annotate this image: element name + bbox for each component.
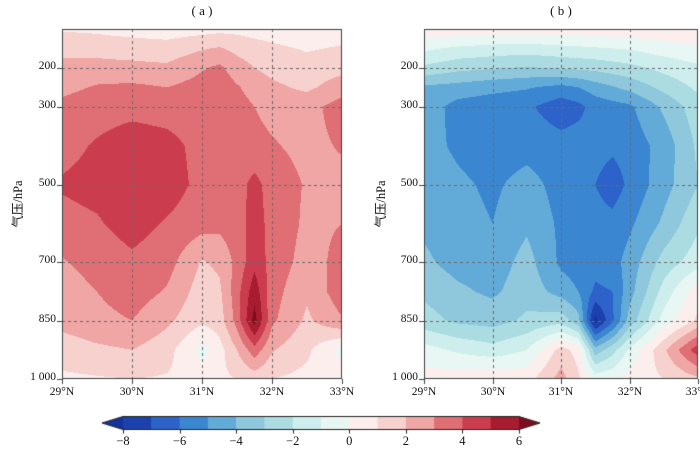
colorbar: [101, 412, 545, 434]
x-tick-label: 30°N: [119, 386, 145, 398]
x-tick-label: 33°N: [329, 386, 355, 398]
y-tick-label: 1 000: [30, 371, 56, 383]
y-tick-label: 700: [400, 254, 418, 266]
x-tick-label: 31°N: [189, 386, 215, 398]
y-tick-label: 500: [400, 177, 418, 189]
y-tick-label: 300: [38, 99, 56, 111]
colorbar-tick-label: −4: [229, 434, 243, 448]
pressure-axis-label-a: 气压/hPa: [11, 180, 25, 228]
y-tick-label: 300: [400, 99, 418, 111]
x-tick-label: 32°N: [617, 386, 643, 398]
panel-a-title: ( a ): [191, 3, 213, 18]
y-tick-label: 850: [400, 313, 418, 325]
y-tick-label: 850: [38, 313, 56, 325]
colorbar-tick-label: −2: [286, 434, 300, 448]
contour-plot-a: [54, 25, 344, 389]
colorbar-tick-label: 6: [515, 434, 523, 448]
x-tick-label: 32°N: [259, 386, 285, 398]
pressure-axis-label-b: 气压/hPa: [374, 180, 388, 228]
y-tick-label: 200: [38, 60, 56, 72]
y-tick-label: 200: [400, 60, 418, 72]
contour-plot-b: [416, 25, 700, 389]
x-tick-label: 31°N: [548, 386, 574, 398]
x-tick-label: 29°N: [411, 386, 437, 398]
panel-b-title: ( b ): [550, 3, 572, 18]
y-tick-label: 1 000: [392, 371, 418, 383]
colorbar-tick-label: −6: [172, 434, 187, 448]
x-tick-label: 33°N: [685, 386, 700, 398]
colorbar-tick-label: −8: [116, 434, 130, 448]
colorbar-tick-label: 0: [346, 434, 353, 448]
y-tick-label: 500: [38, 177, 56, 189]
colorbar-tick-label: 2: [402, 434, 409, 448]
x-tick-label: 29°N: [49, 386, 75, 398]
y-tick-label: 700: [38, 254, 56, 266]
colorbar-tick-label: 4: [459, 434, 466, 448]
x-tick-label: 30°N: [480, 386, 506, 398]
